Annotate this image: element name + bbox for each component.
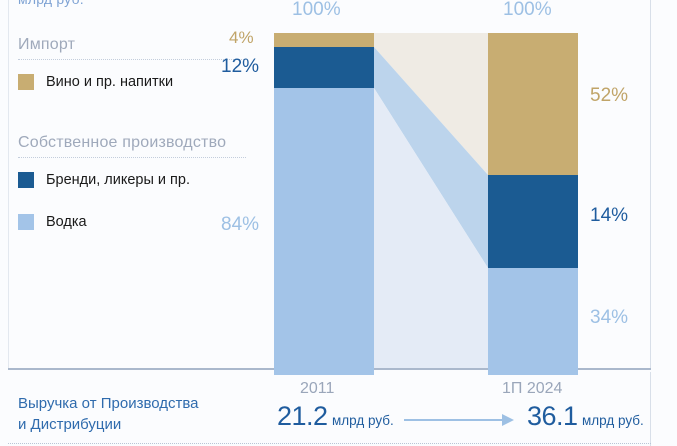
value-label-2011-wine: 4%: [229, 28, 254, 47]
revenue-caption: Выручка от Производства и Дистрибуции: [18, 393, 248, 435]
legend-item-brandy[interactable]: Бренди, ликеры и пр.: [18, 172, 258, 188]
panel-right-border: [650, 0, 651, 368]
ribbon-wine: [374, 33, 488, 175]
revenue-unit-1h2024: млрд руб.: [582, 413, 644, 428]
legend-item-vodka[interactable]: Водка: [18, 214, 258, 230]
footer-bottom-divider: [8, 443, 651, 444]
revenue-value-1h2024: 36.1 млрд руб.: [527, 401, 644, 432]
panel-left-border: [8, 0, 9, 368]
revenue-unit-2011: млрд руб.: [332, 413, 394, 428]
x-axis-label-1h2024: 1П 2024: [502, 380, 563, 397]
bar-1h2024-segment-brandy[interactable]: [488, 175, 578, 268]
legend-group-own-production: Собственное производство Бренди, ликеры …: [18, 134, 258, 230]
revenue-caption-line2: и Дистрибуции: [18, 416, 122, 433]
revenue-number-2011: 21.2: [277, 401, 328, 431]
arrow-right-icon: [404, 414, 514, 426]
plot-area: 100% 100% 4% 12% 84% 52% 14% 34%: [221, 0, 629, 375]
panel-bottom-right-border: [650, 372, 651, 446]
legend-item-wine[interactable]: Вино и пр. напитки: [18, 74, 258, 90]
bar-1h2024-segment-wine[interactable]: [488, 33, 578, 175]
value-label-1h2024-wine: 52%: [590, 85, 629, 106]
legend-group-import: Импорт Вино и пр. напитки: [18, 36, 258, 90]
value-label-1h2024-vodka: 34%: [590, 307, 629, 328]
value-label-2011-vodka: 84%: [221, 214, 260, 235]
flow-ribbons: [374, 33, 488, 368]
legend-label-vodka: Водка: [46, 214, 87, 230]
ribbon-brandy: [374, 47, 488, 268]
revenue-caption-line1: Выручка от Производства: [18, 395, 199, 412]
legend: Импорт Вино и пр. напитки Собственное пр…: [18, 36, 258, 236]
value-label-2011-brandy: 12%: [221, 56, 260, 77]
legend-divider-own-production: [18, 157, 246, 158]
legend-divider-import: [18, 59, 246, 60]
bar-2011-segment-wine[interactable]: [274, 33, 374, 47]
ribbon-vodka: [374, 88, 488, 368]
x-axis-label-2011: 2011: [300, 380, 335, 397]
value-label-1h2024-brandy: 14%: [590, 205, 629, 226]
legend-label-brandy: Бренди, ликеры и пр.: [46, 172, 190, 188]
legend-swatch-vodka-icon: [18, 214, 34, 230]
legend-group-title-import: Импорт: [18, 36, 76, 53]
total-label-2011: 100%: [292, 0, 341, 20]
legend-swatch-wine-icon: [18, 74, 34, 90]
legend-label-wine: Вино и пр. напитки: [46, 74, 174, 90]
revenue-value-2011: 21.2 млрд руб.: [277, 401, 394, 432]
total-label-1h2024: 100%: [503, 0, 552, 20]
revenue-number-1h2024: 36.1: [527, 401, 578, 431]
bar-2011-segment-brandy[interactable]: [274, 47, 374, 88]
bar-2011-segment-vodka[interactable]: [274, 88, 374, 375]
legend-group-title-own-production: Собственное производство: [18, 134, 227, 151]
bar-1h2024-segment-vodka[interactable]: [488, 268, 578, 375]
units-caption: млрд руб.: [18, 0, 84, 7]
legend-swatch-brandy-icon: [18, 172, 34, 188]
